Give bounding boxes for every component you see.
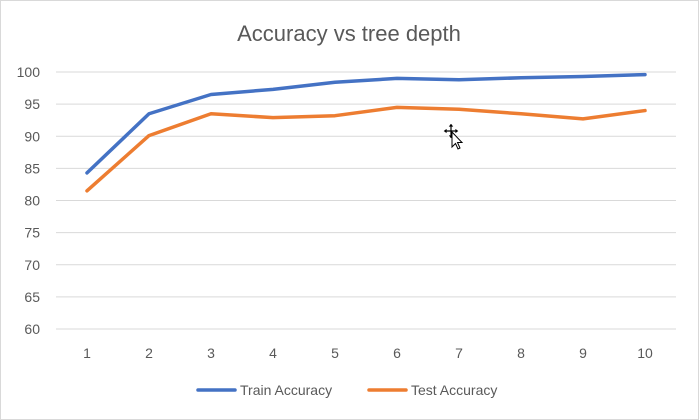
x-tick-label: 10 xyxy=(637,345,653,361)
y-tick-label: 65 xyxy=(24,289,40,305)
gridlines xyxy=(56,71,676,330)
x-tick-label: 9 xyxy=(579,345,587,361)
series-line-1 xyxy=(85,105,647,193)
move-cursor-icon xyxy=(442,122,464,150)
legend-label: Test Accuracy xyxy=(411,382,497,398)
y-tick-label: 90 xyxy=(24,128,40,144)
x-tick-label: 6 xyxy=(393,345,401,361)
x-tick-label: 7 xyxy=(455,345,463,361)
x-tick-label: 5 xyxy=(331,345,339,361)
x-tick-label: 4 xyxy=(269,345,277,361)
y-tick-label: 70 xyxy=(24,257,40,273)
x-tick-label: 3 xyxy=(207,345,215,361)
chart-title: Accuracy vs tree depth xyxy=(237,21,461,46)
x-axis-ticks: 1 2 3 4 5 6 7 8 9 10 xyxy=(83,345,653,361)
legend-label: Train Accuracy xyxy=(240,382,332,398)
legend: Train Accuracy Test Accuracy xyxy=(196,382,497,398)
plot-area xyxy=(85,72,647,193)
y-axis-ticks: 60 65 70 75 80 85 90 95 100 xyxy=(17,64,41,337)
y-tick-label: 75 xyxy=(24,225,40,241)
y-tick-label: 100 xyxy=(17,64,41,80)
series-line-0 xyxy=(85,72,647,175)
y-tick-label: 80 xyxy=(24,193,40,209)
y-tick-label: 85 xyxy=(24,160,40,176)
x-tick-label: 1 xyxy=(83,345,91,361)
y-tick-label: 95 xyxy=(24,96,40,112)
x-tick-label: 2 xyxy=(145,345,153,361)
y-tick-label: 60 xyxy=(24,321,40,337)
x-tick-label: 8 xyxy=(517,345,525,361)
